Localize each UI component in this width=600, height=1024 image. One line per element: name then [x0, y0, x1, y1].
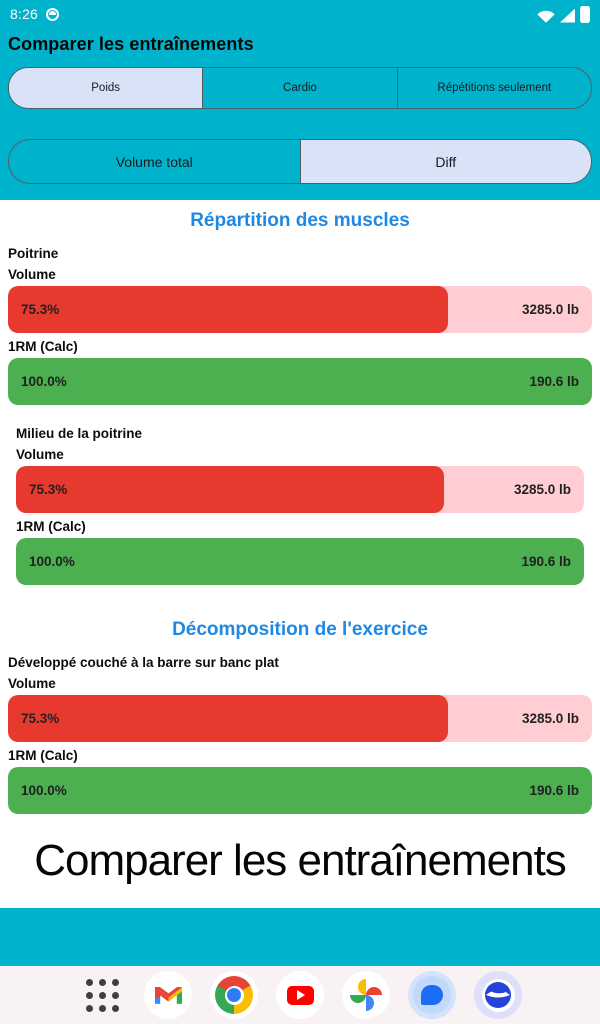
bar-label: 1RM (Calc) [8, 339, 78, 354]
volume-bar: 75.3% 3285.0 lb [16, 466, 584, 513]
bar-value: 3285.0 lb [521, 302, 579, 317]
bar-percentage: 100.0% [21, 783, 67, 798]
bar-fill [16, 538, 584, 585]
segment-poids[interactable]: Poids [9, 68, 203, 108]
group-name: Poitrine [8, 246, 59, 261]
bottom-accent-band [0, 908, 600, 966]
dock [0, 966, 600, 1024]
google-photos-icon [342, 971, 390, 1019]
bar-fill [16, 466, 444, 513]
one-rm-bar: 100.0% 190.6 lb [8, 358, 592, 405]
group-name: Milieu de la poitrine [16, 426, 143, 441]
one-rm-bar: 100.0% 190.6 lb [16, 538, 584, 585]
one-rm-bar: 100.0% 190.6 lb [8, 767, 592, 814]
chrome-app-icon[interactable] [210, 971, 258, 1019]
exercise-group-developpe-couche: Développé couché à la barre sur banc pla… [8, 655, 592, 814]
bar-percentage: 100.0% [29, 554, 75, 569]
bar-percentage: 75.3% [21, 711, 60, 726]
bar-percentage: 75.3% [29, 482, 68, 497]
youtube-app-icon[interactable] [276, 971, 324, 1019]
status-time: 8:26 [10, 6, 39, 22]
page-title: Comparer les entraînements [8, 34, 254, 54]
app-grid-icon [85, 978, 119, 1012]
bar-fill [8, 767, 592, 814]
volume-bar: 75.3% 3285.0 lb [8, 695, 592, 742]
youtube-icon [276, 971, 324, 1019]
notification-icon [46, 7, 60, 21]
segment-cardio[interactable]: Cardio [202, 68, 396, 108]
app-header: 8:26 Comparer les entraînements Poids Ca… [0, 0, 600, 200]
bar-value: 3285.0 lb [521, 711, 579, 726]
app-drawer-button[interactable] [78, 971, 126, 1019]
bar-value: 190.6 lb [529, 374, 579, 389]
bar-fill [8, 358, 592, 405]
battery-icon [580, 5, 590, 23]
main-content: Répartition des muscles Poitrine Volume … [0, 210, 600, 814]
wifi-icon [537, 9, 555, 23]
bar-label: 1RM (Calc) [8, 748, 78, 763]
signal-icon [560, 8, 575, 23]
bar-label: Volume [8, 676, 56, 691]
muscle-group-poitrine: Poitrine Volume 75.3% 3285.0 lb 1RM (Cal… [8, 246, 592, 405]
bar-value: 190.6 lb [521, 554, 571, 569]
section-heading-muscles: Répartition des muscles [190, 210, 410, 231]
chrome-icon [210, 971, 258, 1019]
bar-value: 3285.0 lb [513, 482, 571, 497]
bar-percentage: 100.0% [21, 374, 67, 389]
segment-repetitions-seulement[interactable]: Répétitions seulement [396, 68, 591, 108]
bar-label: Volume [16, 447, 64, 462]
section-heading-exercice: Décomposition de l'exercice [172, 619, 428, 640]
gmail-icon [144, 971, 192, 1019]
bar-fill [8, 286, 448, 333]
google-photos-app-icon[interactable] [342, 971, 390, 1019]
bar-fill [8, 695, 448, 742]
volume-bar: 75.3% 3285.0 lb [8, 286, 592, 333]
footer-page-title: Comparer les entraînements [34, 836, 567, 885]
gmail-app-icon[interactable] [144, 971, 192, 1019]
browser-app-icon[interactable] [474, 971, 522, 1019]
bar-label: Volume [8, 267, 56, 282]
messages-icon [408, 971, 456, 1019]
segment-volume-total[interactable]: Volume total [115, 153, 193, 170]
muscle-group-milieu-poitrine: Milieu de la poitrine Volume 75.3% 3285.… [16, 426, 584, 585]
globe-icon [474, 971, 522, 1019]
bar-value: 190.6 lb [529, 783, 579, 798]
comparison-mode-segmented-control: Volume total Diff [8, 139, 592, 184]
bar-label: 1RM (Calc) [16, 519, 86, 534]
segment-diff[interactable]: Diff [299, 140, 591, 183]
exercise-type-segmented-control: Poids Cardio Répétitions seulement [8, 67, 592, 109]
status-bar: 8:26 [0, 0, 600, 28]
bar-percentage: 75.3% [21, 302, 60, 317]
group-name: Développé couché à la barre sur banc pla… [8, 655, 279, 670]
messages-app-icon[interactable] [408, 971, 456, 1019]
